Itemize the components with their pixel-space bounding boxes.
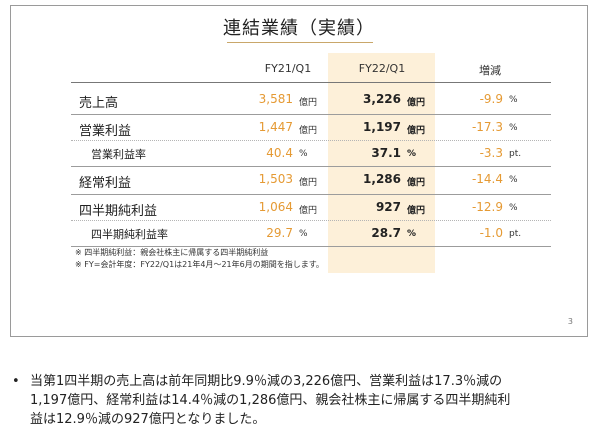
- row-fy21-unit: 億円: [299, 206, 318, 216]
- footnote: ※ 四半期純利益：親会社株主に帰属する四半期純利益: [75, 248, 269, 257]
- row-change-unit: %: [509, 123, 518, 133]
- table-rule: [71, 114, 551, 115]
- summary-bullet: • 当第1四半期の売上高は前年同期比9.9％減の3,226億円、営業利益は17.…: [12, 372, 588, 429]
- row-fy22-value: 927: [375, 200, 401, 214]
- row-fy22-unit: 億円: [407, 206, 426, 216]
- title-underline: [227, 42, 373, 43]
- row-label: 経常利益: [79, 176, 132, 191]
- header-fy21: FY21/Q1: [264, 62, 312, 75]
- row-label: 四半期純利益: [79, 204, 158, 219]
- row-fy22-value: 28.7: [371, 226, 401, 240]
- row-label: 売上高: [79, 96, 119, 111]
- row-label: 四半期純利益率: [91, 228, 168, 241]
- table-rule: [71, 82, 551, 83]
- row-fy22-value: 37.1: [371, 146, 401, 160]
- row-fy21-value: 1,064: [258, 200, 293, 214]
- row-fy22-unit: %: [407, 149, 417, 159]
- row-label: 営業利益率: [91, 148, 146, 161]
- row-change-value: -14.4: [471, 172, 503, 186]
- row-fy22-value: 1,286: [363, 172, 401, 186]
- row-fy21-value: 40.4: [266, 146, 293, 160]
- bullet-marker: •: [12, 374, 20, 389]
- row-change-unit: %: [509, 95, 518, 105]
- table-rule: [71, 246, 551, 247]
- slide: 連結業績（実績） FY21/Q1 FY22/Q1 増減 売上高 3,581 億円…: [10, 5, 588, 337]
- row-fy21-unit: 億円: [299, 98, 318, 108]
- row-change-value: -12.9: [471, 200, 503, 214]
- row-fy21-value: 1,503: [258, 172, 293, 186]
- row-fy22-unit: 億円: [407, 178, 426, 188]
- bullet-line: 当第1四半期の売上高は前年同期比9.9％減の3,226億円、営業利益は17.3％…: [30, 374, 503, 389]
- bullet-line: 益は12.9％減の927億円となりました。: [30, 412, 266, 427]
- row-label: 営業利益: [79, 124, 132, 139]
- row-change-unit: %: [509, 175, 518, 185]
- row-fy21-unit: %: [299, 229, 308, 239]
- page-number: 3: [567, 317, 573, 326]
- bullet-line: 1,197億円、経常利益は14.4％減の1,286億円、親会社株主に帰属する四半…: [30, 393, 511, 408]
- header-change: 増減: [479, 64, 501, 77]
- row-change-unit: pt.: [509, 149, 522, 159]
- table-rule: [71, 166, 551, 167]
- row-fy21-value: 1,447: [258, 120, 293, 134]
- row-change-value: -9.9: [479, 92, 503, 106]
- row-fy21-unit: 億円: [299, 178, 318, 188]
- row-fy21-value: 3,581: [258, 92, 293, 106]
- row-fy21-unit: 億円: [299, 126, 318, 136]
- row-fy21-unit: %: [299, 149, 308, 159]
- table-rule: [71, 220, 551, 221]
- row-change-value: -1.0: [479, 226, 503, 240]
- row-fy22-value: 1,197: [363, 120, 401, 134]
- row-fy22-unit: 億円: [407, 98, 426, 108]
- table-rule: [71, 194, 551, 195]
- row-change-unit: %: [509, 203, 518, 213]
- slide-title: 連結業績（実績）: [223, 18, 375, 39]
- row-fy22-unit: 億円: [407, 126, 426, 136]
- row-change-value: -3.3: [479, 146, 503, 160]
- header-fy22: FY22/Q1: [358, 62, 406, 75]
- row-change-unit: pt.: [509, 229, 522, 239]
- footnote: ※ FY=会計年度：FY22/Q1は21年4月～21年6月の期間を指します。: [75, 260, 324, 269]
- row-fy22-unit: %: [407, 229, 417, 239]
- row-fy22-value: 3,226: [363, 92, 401, 106]
- row-change-value: -17.3: [471, 120, 503, 134]
- table-rule: [71, 140, 551, 141]
- fy22-highlight-column: [328, 53, 435, 273]
- row-fy21-value: 29.7: [266, 226, 293, 240]
